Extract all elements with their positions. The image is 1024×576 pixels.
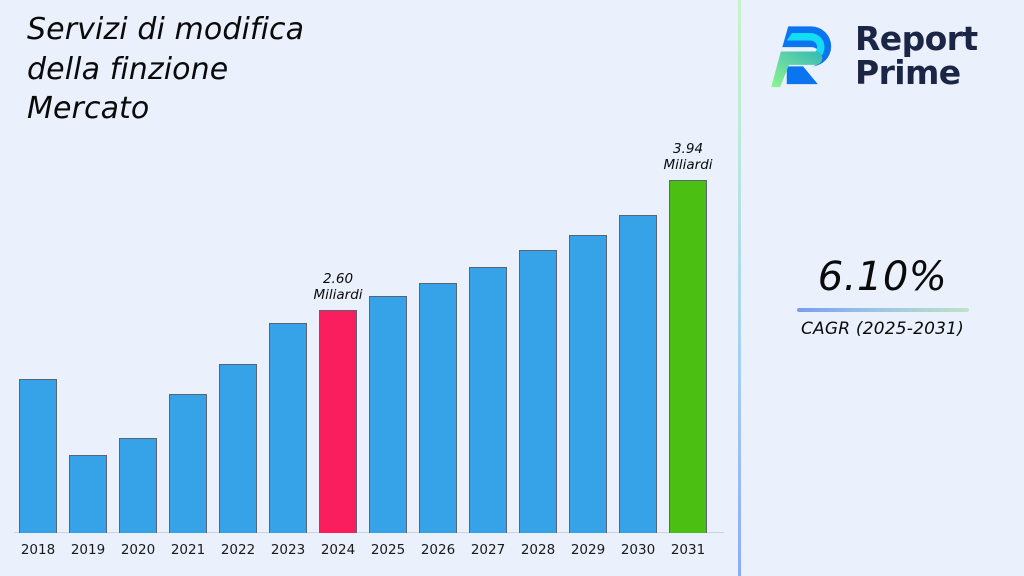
x-tick-2020: 2020 bbox=[120, 542, 156, 558]
x-tick-2018: 2018 bbox=[20, 542, 56, 558]
bar-chart-plot: 2018 2019 2020 2021 2022 2023 2024 2.60 Miliard… bbox=[14, 141, 724, 558]
bar-value-label-2031: 3.94 Miliardi bbox=[663, 141, 713, 174]
bar-2028 bbox=[519, 250, 557, 533]
x-tick-2019: 2019 bbox=[70, 542, 106, 558]
brand-name: Report Prime bbox=[855, 19, 978, 92]
bar-2029 bbox=[569, 235, 607, 533]
bar-2025 bbox=[369, 296, 407, 533]
x-tick-2024: 2024 bbox=[320, 542, 356, 558]
cagr-divider-rule bbox=[796, 308, 969, 312]
side-panel: Report Prime 6.10% CAGR (2025-2031) bbox=[741, 0, 1024, 576]
panel-divider bbox=[738, 0, 741, 576]
x-tick-2021: 2021 bbox=[170, 542, 206, 558]
bar-2026 bbox=[419, 283, 457, 533]
brand-lockup: Report Prime bbox=[769, 12, 1021, 100]
bar-2019 bbox=[69, 455, 107, 533]
bar-2031 bbox=[669, 180, 707, 533]
x-tick-2030: 2030 bbox=[620, 542, 656, 558]
cagr-value: 6.10% bbox=[817, 254, 948, 300]
x-tick-2029: 2029 bbox=[570, 542, 606, 558]
chart-panel: Servizi di modifica della finzione Merca… bbox=[14, 12, 724, 558]
x-tick-2028: 2028 bbox=[520, 542, 556, 558]
x-tick-2031: 2031 bbox=[670, 542, 706, 558]
x-tick-2022: 2022 bbox=[220, 542, 256, 558]
bar-2020 bbox=[119, 438, 157, 533]
x-tick-2025: 2025 bbox=[370, 542, 406, 558]
bar-2027 bbox=[469, 267, 507, 533]
x-tick-2027: 2027 bbox=[470, 542, 506, 558]
bar-2030 bbox=[619, 215, 657, 533]
bar-2021 bbox=[169, 394, 207, 533]
chart-title: Servizi di modifica della finzione Merca… bbox=[27, 12, 305, 127]
bar-2024 bbox=[319, 310, 357, 533]
x-tick-2023: 2023 bbox=[270, 542, 306, 558]
bar-2022 bbox=[219, 364, 257, 533]
bar-2023 bbox=[269, 323, 307, 533]
cagr-caption: CAGR (2025-2031) bbox=[800, 319, 964, 339]
cagr-block: 6.10% CAGR (2025-2031) bbox=[755, 255, 1010, 339]
bar-2018 bbox=[19, 379, 57, 533]
x-tick-2026: 2026 bbox=[420, 542, 456, 558]
report-prime-r-logo-icon bbox=[769, 19, 843, 93]
